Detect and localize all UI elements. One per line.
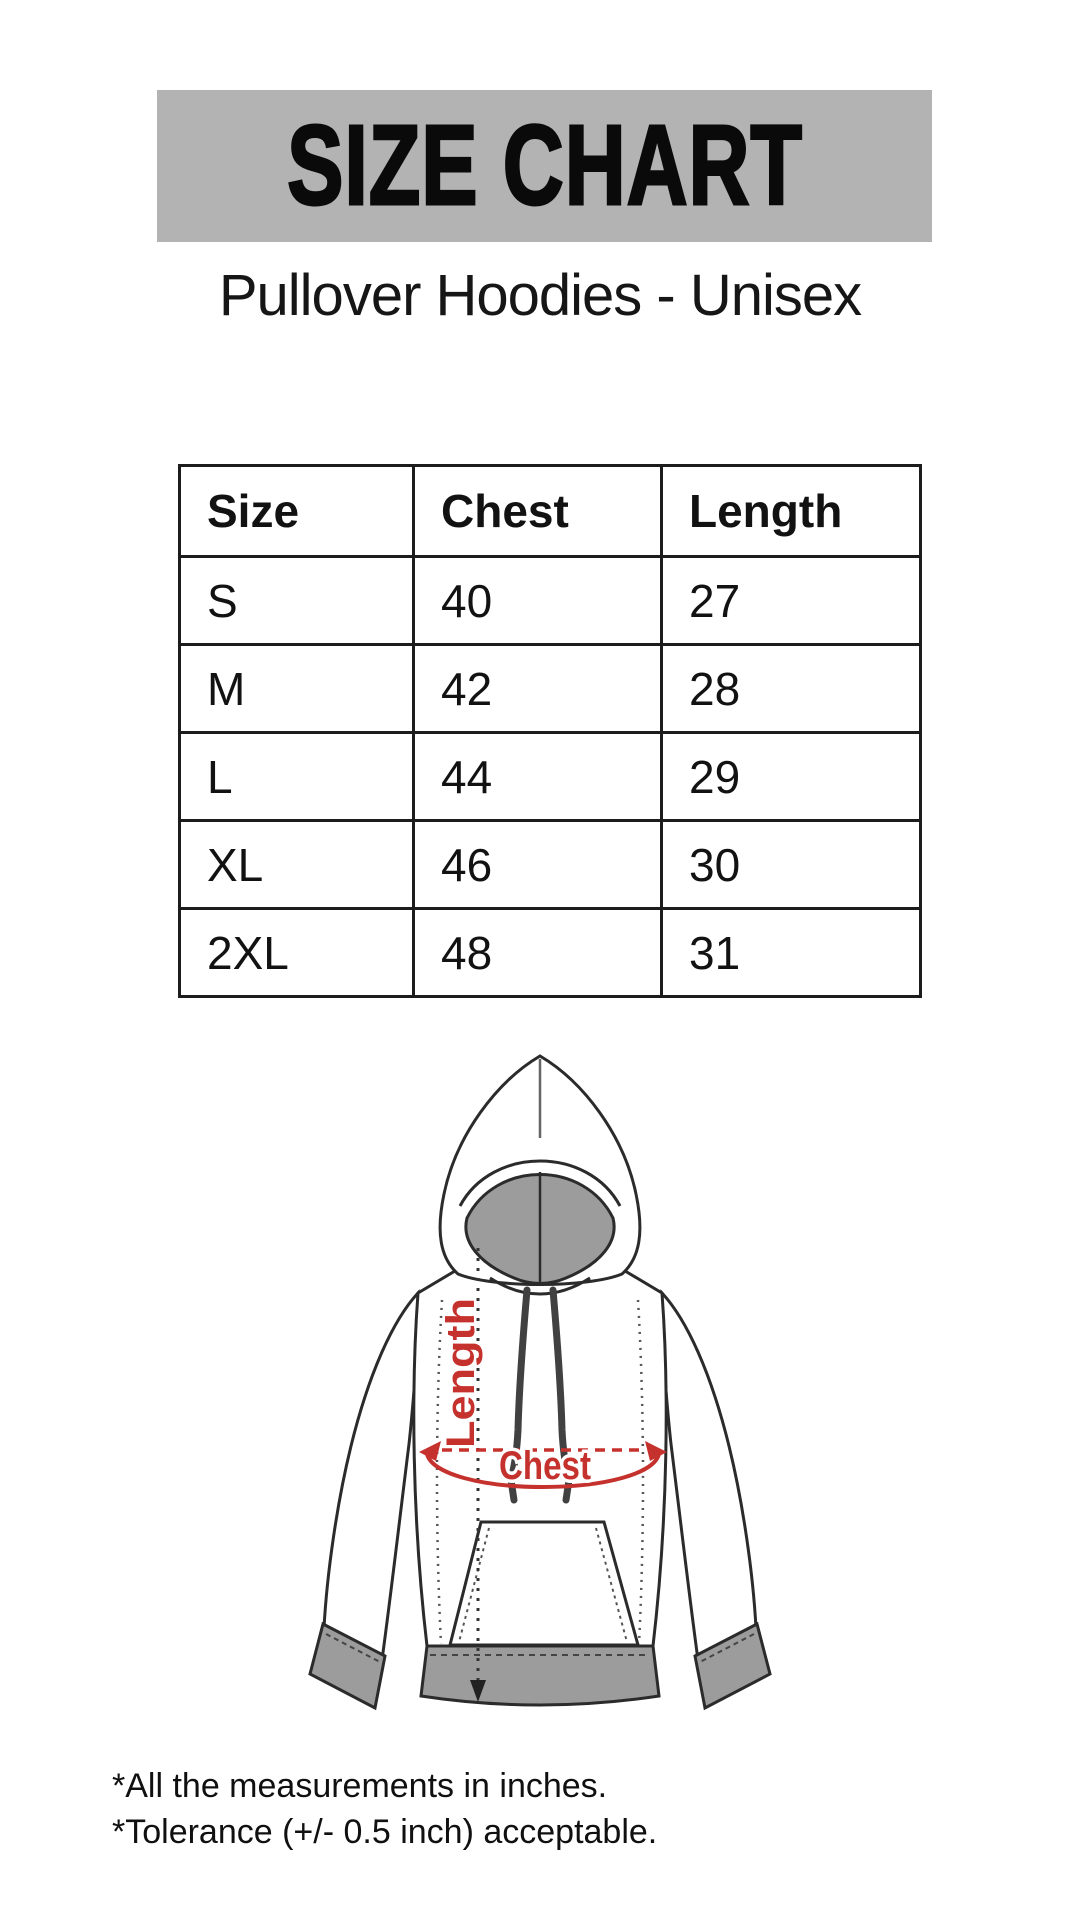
chest-cell: 44 [412,731,663,822]
length-cell: 30 [660,819,922,910]
length-arrow-icon [470,1680,486,1702]
table-row: S 40 27 [178,555,922,646]
page-title: SIZE CHART [286,101,803,230]
cuff-left [308,1621,387,1711]
size-cell: L [178,731,415,822]
note-line: *Tolerance (+/- 0.5 inch) acceptable. [112,1813,658,1851]
table-row: L 44 29 [178,731,922,822]
length-label: Length [439,1298,483,1448]
length-cell: 27 [660,555,922,646]
table-row: M 42 28 [178,643,922,734]
chest-arrow-right-icon [645,1441,667,1461]
table-row: XL 46 30 [178,819,922,910]
length-cell: 31 [660,907,922,998]
length-cell: 29 [660,731,922,822]
sleeve-right [660,1289,758,1663]
chest-cell: 46 [412,819,663,910]
table-row: 2XL 48 31 [178,907,922,998]
hoodie-diagram: Length Chest [308,1054,772,1711]
size-cell: M [178,643,415,734]
size-table: Size Chest Length S 40 27 M 42 28 L 44 2… [178,464,922,998]
cuff-right [693,1621,772,1711]
sleeve-left [322,1289,420,1663]
chest-label: Chest [499,1444,591,1488]
length-cell: 28 [660,643,922,734]
page-subtitle: Pullover Hoodies - Unisex [218,263,862,328]
chest-cell: 42 [412,643,663,734]
size-cell: 2XL [178,907,415,998]
cuff-stitch-right [699,1633,755,1663]
hood-opening-seam [458,1159,622,1207]
size-cell: S [178,555,415,646]
column-header-size: Size [178,464,415,558]
footnotes: *All the measurements in inches. *Tolera… [112,1763,657,1855]
size-chart-banner: SIZE CHART [157,90,932,242]
chest-arrow-left-icon [419,1441,441,1461]
column-header-chest: Chest [412,464,663,558]
table-header-row: Size Chest Length [178,464,922,558]
pocket-stitch-right [595,1527,628,1643]
drawstring-right [549,1286,573,1504]
chest-cell: 48 [412,907,663,998]
chest-measure-ellipse [425,1453,661,1490]
note-line: *All the measurements in inches. [112,1767,608,1805]
size-cell: XL [178,819,415,910]
cuff-stitch-left [325,1633,381,1663]
chest-cell: 40 [412,555,663,646]
collar [489,1276,591,1296]
drawstring-left [507,1286,531,1504]
pocket-stitch-left [458,1527,490,1643]
column-header-length: Length [660,464,922,558]
